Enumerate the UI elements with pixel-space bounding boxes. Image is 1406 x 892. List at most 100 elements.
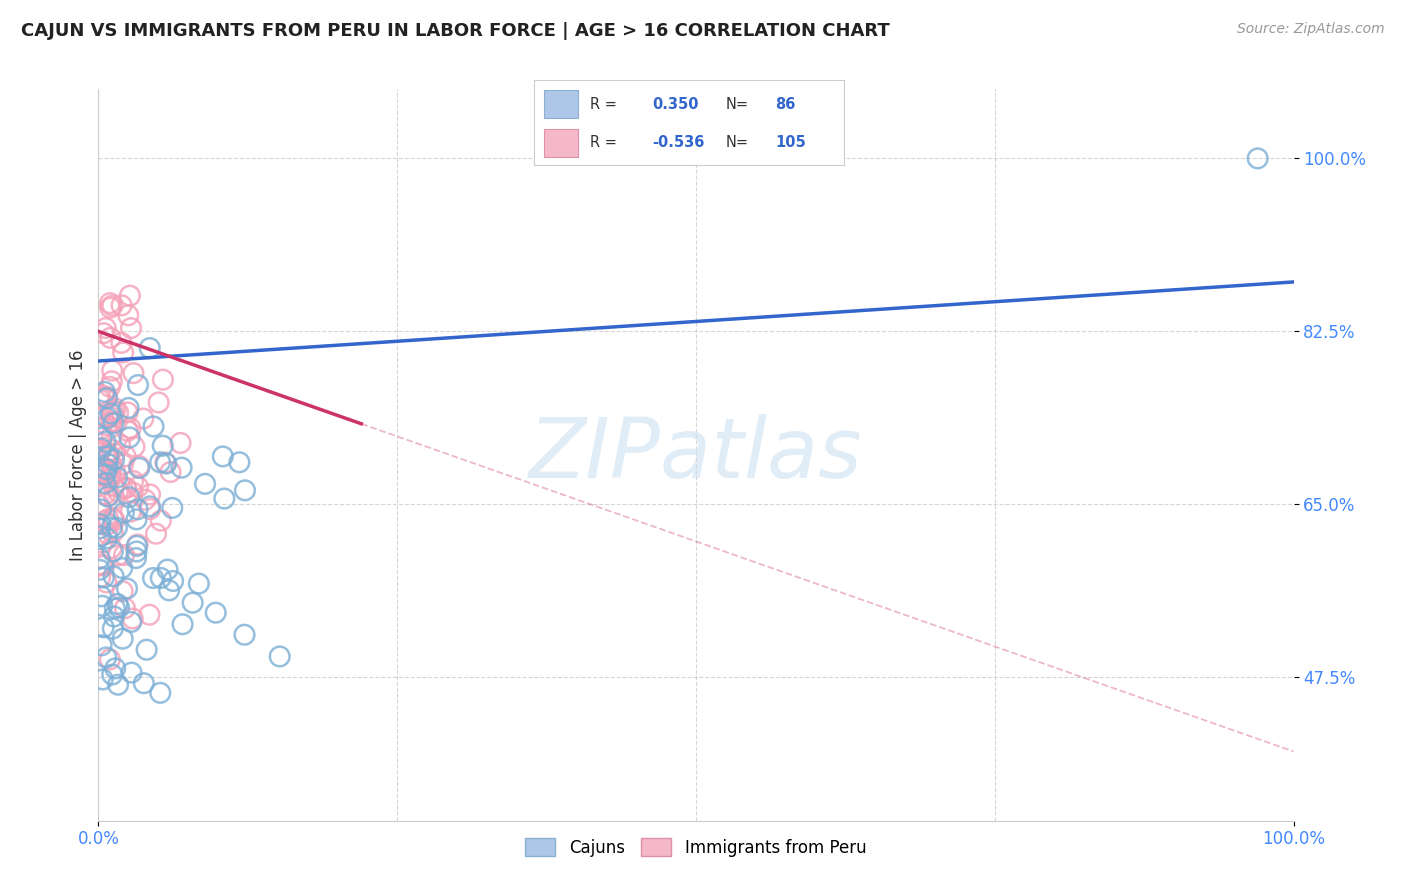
Point xyxy=(96,575,118,590)
Point xyxy=(127,502,149,516)
Point xyxy=(101,544,124,558)
Point xyxy=(105,415,128,429)
Point xyxy=(211,450,233,464)
Point xyxy=(89,443,111,458)
Point xyxy=(97,457,120,471)
Point xyxy=(108,437,131,451)
Point xyxy=(90,431,112,445)
Point xyxy=(103,491,125,506)
Point xyxy=(89,570,111,584)
Point xyxy=(104,601,127,615)
Point xyxy=(103,404,125,418)
Point xyxy=(108,600,131,615)
Point xyxy=(96,526,118,541)
Point xyxy=(89,517,111,532)
Point xyxy=(125,512,148,526)
Point xyxy=(97,447,120,461)
Point xyxy=(97,490,120,504)
Point xyxy=(187,576,209,591)
Point xyxy=(181,596,204,610)
Point xyxy=(97,489,120,503)
Point xyxy=(98,301,121,315)
Point xyxy=(100,467,122,481)
Point xyxy=(89,387,111,401)
Point xyxy=(152,439,174,453)
Point xyxy=(103,569,125,583)
Point xyxy=(128,461,150,475)
Point xyxy=(103,513,125,527)
Point xyxy=(112,345,135,359)
Point xyxy=(155,457,177,471)
Point xyxy=(233,483,256,498)
Point xyxy=(110,298,132,312)
Point xyxy=(142,571,165,585)
Point xyxy=(122,474,145,488)
Point xyxy=(134,492,156,507)
Point xyxy=(115,582,138,596)
Point xyxy=(89,499,111,513)
Point xyxy=(96,462,118,476)
Text: R =: R = xyxy=(591,136,621,151)
Point xyxy=(112,506,135,520)
Point xyxy=(103,478,125,492)
Point xyxy=(114,601,136,615)
Point xyxy=(103,416,125,430)
Point xyxy=(114,449,136,463)
Point xyxy=(104,401,127,416)
Point xyxy=(96,532,118,546)
Point xyxy=(93,326,115,341)
Point xyxy=(100,520,122,534)
Point xyxy=(138,607,160,622)
Point xyxy=(142,419,165,434)
Point xyxy=(100,406,122,420)
Point xyxy=(100,541,122,555)
Point xyxy=(159,465,181,479)
Point xyxy=(152,373,174,387)
Point xyxy=(139,341,162,355)
Point xyxy=(94,487,117,501)
Text: 105: 105 xyxy=(776,136,806,151)
Point xyxy=(120,421,142,435)
Point xyxy=(94,467,117,482)
Point xyxy=(112,548,135,562)
Text: -0.536: -0.536 xyxy=(652,136,704,151)
Point xyxy=(107,549,129,563)
Point xyxy=(98,296,121,310)
Point xyxy=(132,676,155,690)
Legend: Cajuns, Immigrants from Peru: Cajuns, Immigrants from Peru xyxy=(519,831,873,863)
Point xyxy=(94,476,117,491)
Point xyxy=(162,574,184,588)
Point xyxy=(135,642,157,657)
Point xyxy=(101,363,124,377)
Point xyxy=(90,590,112,604)
Point xyxy=(90,422,112,436)
Point xyxy=(118,288,141,302)
Point xyxy=(172,617,194,632)
Point xyxy=(107,406,129,420)
Point xyxy=(120,321,142,335)
Bar xyxy=(544,89,578,119)
Point xyxy=(1247,152,1270,166)
Point xyxy=(107,678,129,692)
Point xyxy=(107,484,129,499)
Point xyxy=(114,481,136,495)
Point xyxy=(155,456,177,470)
Point xyxy=(103,452,125,467)
Point xyxy=(111,458,134,472)
Point xyxy=(169,436,191,450)
Point xyxy=(117,424,139,438)
Bar xyxy=(544,128,578,157)
Point xyxy=(97,450,120,465)
Text: 0.350: 0.350 xyxy=(652,96,699,112)
Point xyxy=(111,632,134,646)
Point xyxy=(157,583,180,598)
Point xyxy=(233,628,256,642)
Point xyxy=(110,335,132,350)
Point xyxy=(115,481,138,495)
Point xyxy=(93,390,115,404)
Point xyxy=(139,502,162,516)
Point xyxy=(118,430,141,444)
Point xyxy=(214,491,236,506)
Point xyxy=(97,512,120,526)
Point xyxy=(94,514,117,528)
